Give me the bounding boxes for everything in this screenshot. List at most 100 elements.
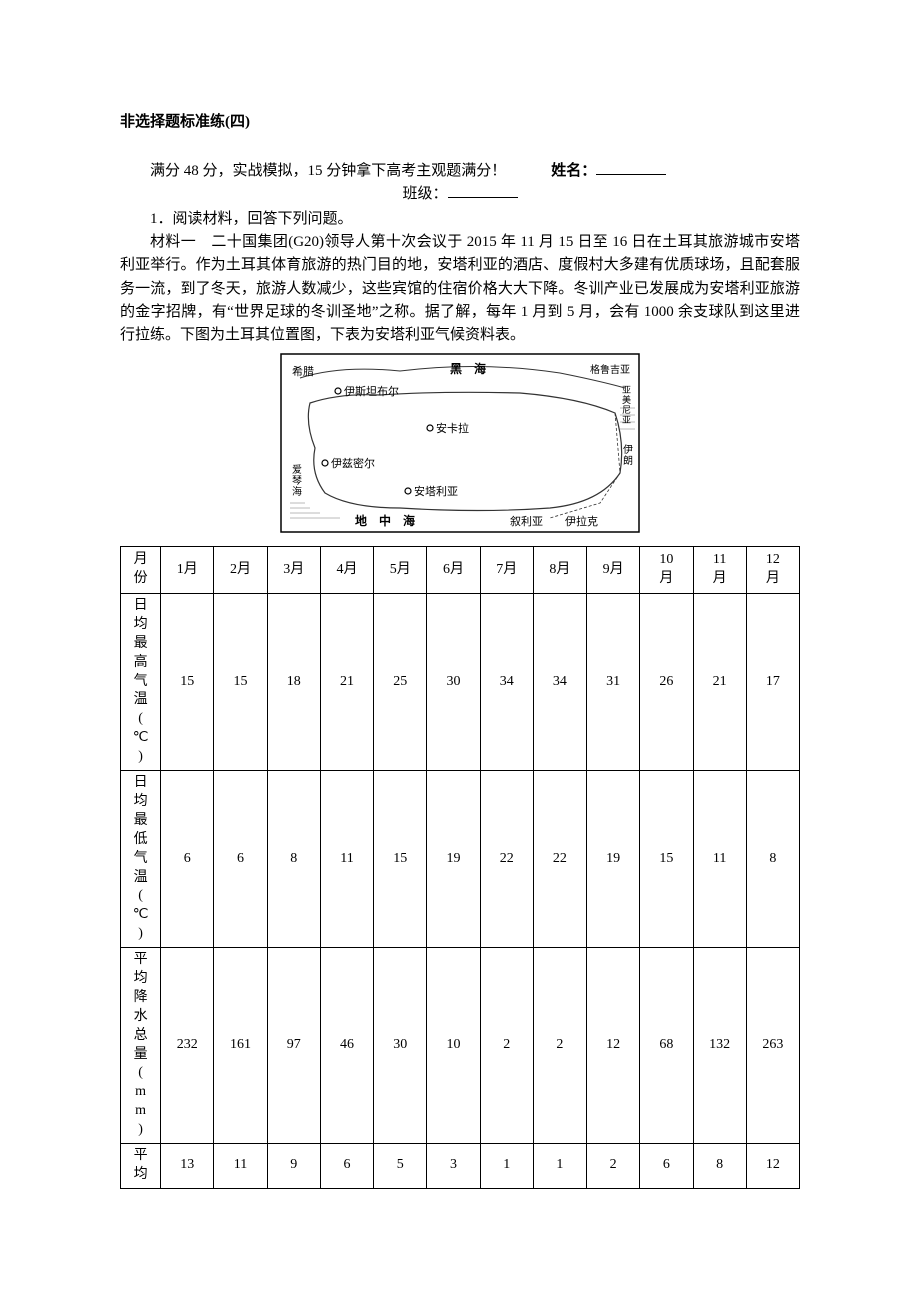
class-blank[interactable] [448, 197, 518, 198]
label-antalya: 安塔利亚 [414, 484, 458, 498]
label-izmir: 伊兹密尔 [331, 456, 375, 470]
cell: 2 [480, 948, 533, 1144]
cell: 17 [746, 594, 799, 771]
cell: 34 [480, 594, 533, 771]
label-med-sea: 地 中 海 [355, 513, 415, 528]
cell: 18 [267, 594, 320, 771]
col-header: 4月 [320, 547, 373, 594]
cell: 15 [161, 594, 214, 771]
col-header-month: 月份 [121, 547, 161, 594]
cell: 6 [161, 771, 214, 948]
cell: 2 [587, 1143, 640, 1188]
map-container: 希腊 黑 海 格鲁吉亚 亚美尼亚 伊斯坦布尔 安卡拉 伊兹密尔 安塔利亚 爱琴海… [120, 353, 800, 538]
subtitle-line: 满分 48 分，实战模拟，15 分钟拿下高考主观题满分！ 姓名： [120, 159, 800, 180]
table-row: 平均降水总量(mm)23216197463010221268132263 [121, 948, 800, 1144]
cell: 11 [214, 1143, 267, 1188]
cell: 19 [587, 771, 640, 948]
cell: 19 [427, 771, 480, 948]
col-header: 2月 [214, 547, 267, 594]
label-ankara: 安卡拉 [436, 421, 469, 435]
cell: 15 [214, 594, 267, 771]
label-iraq: 伊拉克 [565, 514, 598, 528]
col-header: 7月 [480, 547, 533, 594]
cell: 21 [693, 594, 746, 771]
cell: 15 [374, 771, 427, 948]
cell: 22 [533, 771, 586, 948]
cell: 26 [640, 594, 693, 771]
col-header: 6月 [427, 547, 480, 594]
cell: 97 [267, 948, 320, 1144]
col-header: 12月 [746, 547, 799, 594]
label-aegean: 爱琴海 [292, 463, 302, 498]
material-paragraph: 材料一 二十国集团(G20)领导人第十次会议于 2015 年 11 月 15 日… [120, 230, 800, 347]
col-header: 10月 [640, 547, 693, 594]
cell: 132 [693, 948, 746, 1144]
name-blank[interactable] [596, 174, 666, 175]
cell: 34 [533, 594, 586, 771]
city-dot-izmir [322, 460, 328, 466]
col-header: 5月 [374, 547, 427, 594]
material-label: 材料一 [150, 233, 196, 250]
cell: 3 [427, 1143, 480, 1188]
table-row: 日均最高气温(℃)151518212530343431262117 [121, 594, 800, 771]
cell: 6 [320, 1143, 373, 1188]
cell: 2 [533, 948, 586, 1144]
material-text: 二十国集团(G20)领导人第十次会议于 2015 年 11 月 15 日至 16… [120, 234, 800, 343]
city-dot-ankara [427, 425, 433, 431]
table-row: 日均最低气温(℃)66811151922221915118 [121, 771, 800, 948]
label-syria: 叙利亚 [510, 514, 543, 528]
cell: 8 [267, 771, 320, 948]
col-header: 1月 [161, 547, 214, 594]
cell: 8 [693, 1143, 746, 1188]
cell: 12 [746, 1143, 799, 1188]
cell: 25 [374, 594, 427, 771]
label-black-sea: 黑 海 [450, 361, 486, 376]
question-1: 1．阅读材料，回答下列问题。 [120, 207, 800, 228]
cell: 13 [161, 1143, 214, 1188]
row-label: 日均最高气温(℃) [121, 594, 161, 771]
cell: 1 [533, 1143, 586, 1188]
cell: 15 [640, 771, 693, 948]
label-greece: 希腊 [292, 364, 314, 378]
cell: 68 [640, 948, 693, 1144]
row-label: 平均降水总量(mm) [121, 948, 161, 1144]
cell: 31 [587, 594, 640, 771]
cell: 11 [693, 771, 746, 948]
cell: 30 [374, 948, 427, 1144]
col-header: 9月 [587, 547, 640, 594]
class-line: 班级： [120, 182, 800, 203]
cell: 22 [480, 771, 533, 948]
col-header: 11月 [693, 547, 746, 594]
cell: 6 [214, 771, 267, 948]
table-row: 平均131196531126812 [121, 1143, 800, 1188]
city-dot-antalya [405, 488, 411, 494]
col-header: 8月 [533, 547, 586, 594]
cell: 6 [640, 1143, 693, 1188]
cell: 263 [746, 948, 799, 1144]
cell: 8 [746, 771, 799, 948]
turkey-map: 希腊 黑 海 格鲁吉亚 亚美尼亚 伊斯坦布尔 安卡拉 伊兹密尔 安塔利亚 爱琴海… [280, 353, 640, 533]
cell: 5 [374, 1143, 427, 1188]
doc-title: 非选择题标准练(四) [120, 110, 800, 131]
subtitle-text: 满分 48 分，实战模拟，15 分钟拿下高考主观题满分！ [150, 163, 506, 179]
row-label: 平均 [121, 1143, 161, 1188]
cell: 12 [587, 948, 640, 1144]
label-armenia: 亚美尼亚 [622, 385, 631, 425]
cell: 30 [427, 594, 480, 771]
cell: 11 [320, 771, 373, 948]
cell: 9 [267, 1143, 320, 1188]
label-iran: 伊朗 [623, 444, 633, 467]
city-dot-istanbul [335, 388, 341, 394]
name-label: 姓名： [551, 163, 596, 179]
cell: 1 [480, 1143, 533, 1188]
cell: 161 [214, 948, 267, 1144]
cell: 10 [427, 948, 480, 1144]
label-istanbul: 伊斯坦布尔 [344, 384, 399, 398]
row-label: 日均最低气温(℃) [121, 771, 161, 948]
cell: 46 [320, 948, 373, 1144]
class-label: 班级： [402, 186, 447, 202]
cell: 21 [320, 594, 373, 771]
cell: 232 [161, 948, 214, 1144]
col-header: 3月 [267, 547, 320, 594]
label-georgia: 格鲁吉亚 [590, 363, 630, 376]
